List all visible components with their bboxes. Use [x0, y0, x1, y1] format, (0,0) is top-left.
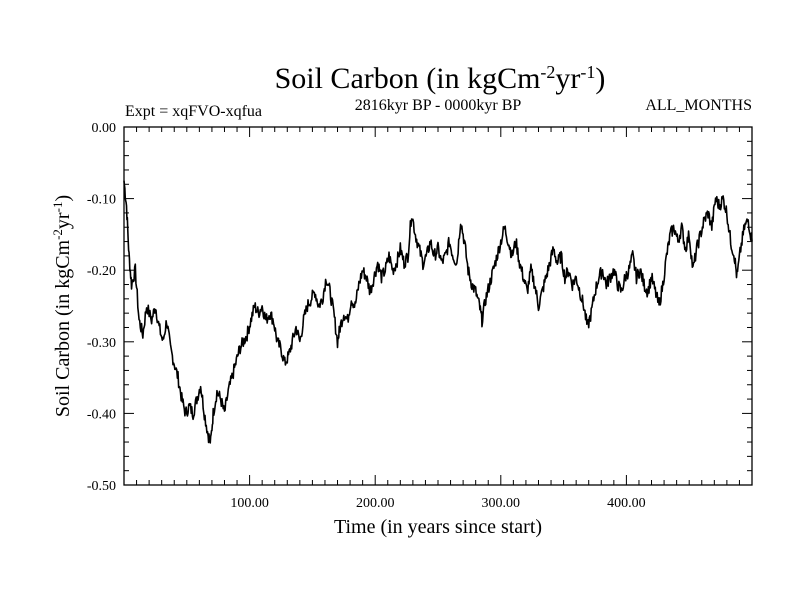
- y-tick-label: -0.20: [87, 264, 116, 279]
- x-tick-label: 100.00: [230, 496, 269, 511]
- x-tick-label: 300.00: [482, 496, 521, 511]
- y-tick-label: -0.30: [87, 336, 116, 351]
- x-tick-label: 400.00: [607, 496, 646, 511]
- y-tick-label: 0.00: [92, 121, 117, 136]
- y-axis-label: Soil Carbon (in kgCm-2yr-1): [50, 195, 75, 417]
- plot-frame: [123, 126, 753, 486]
- y-tick-label: -0.40: [87, 407, 116, 422]
- soil-carbon-series-line: [123, 180, 753, 444]
- y-tick-label: -0.10: [87, 193, 116, 208]
- x-axis-label: Time (in years since start): [334, 516, 542, 538]
- axis-ticks: [124, 126, 752, 486]
- y-tick-label: -0.50: [87, 479, 116, 494]
- experiment-label: Expt = xqFVO-xqfua: [125, 103, 262, 120]
- x-tick-label: 200.00: [356, 496, 395, 511]
- months-label: ALL_MONTHS: [645, 97, 752, 114]
- axis-tick-labels: 100.00 200.00 300.00 400.00 0.00 -0.10 -0.20 -0…: [87, 121, 646, 511]
- chart-title: Soil Carbon (in kgCm-2yr-1): [275, 62, 606, 95]
- time-range-label: 2816kyr BP - 0000kyr BP: [355, 97, 522, 114]
